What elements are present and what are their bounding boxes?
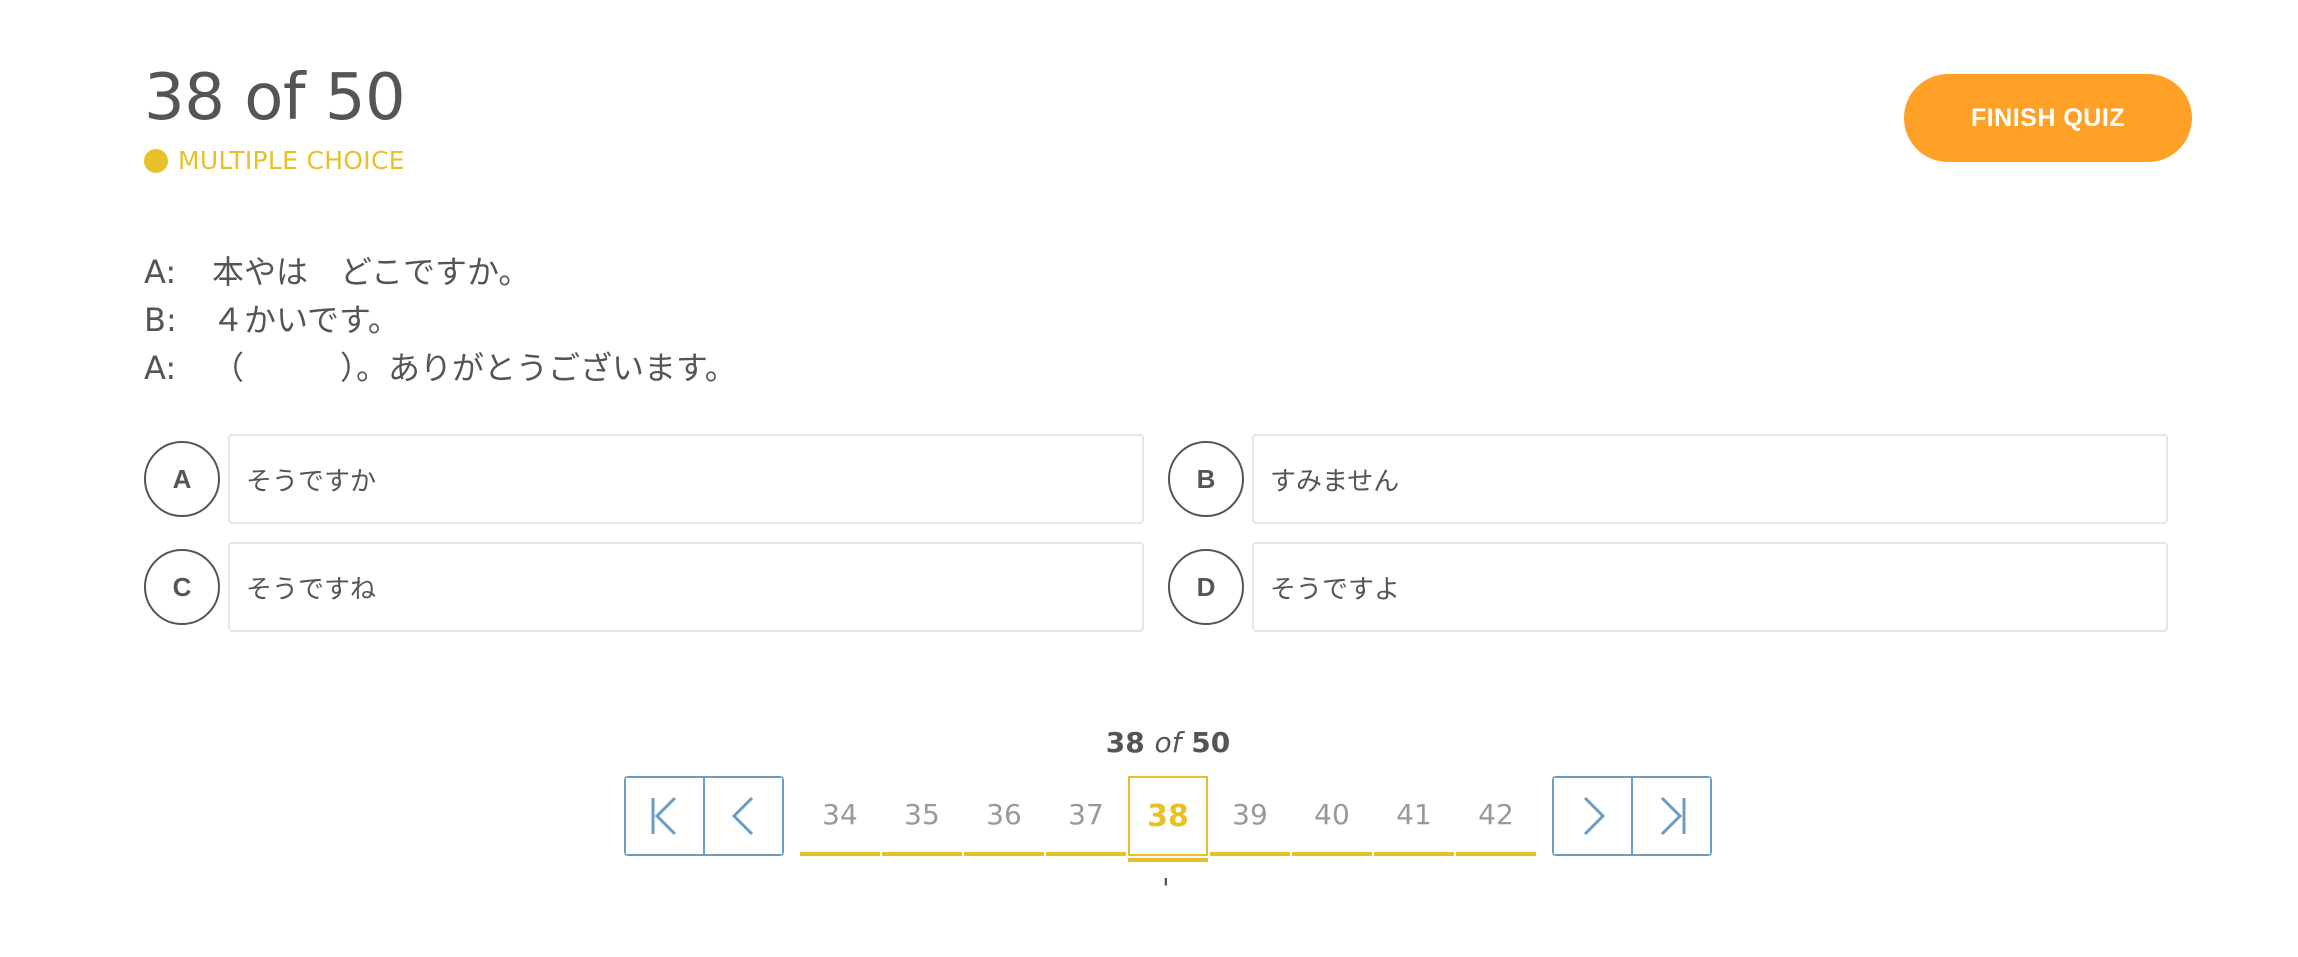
question-line: A: 本やは どこですか。 <box>144 248 737 296</box>
last-page-button[interactable] <box>1631 778 1710 854</box>
page-39[interactable]: 39 <box>1210 776 1290 856</box>
pager-total: 50 <box>1191 726 1231 759</box>
option-b-letter[interactable]: B <box>1168 441 1244 517</box>
first-page-button[interactable] <box>626 778 703 854</box>
page-41[interactable]: 41 <box>1374 776 1454 856</box>
question-type-label: MULTIPLE CHOICE <box>178 146 405 175</box>
chevron-right-icon <box>1583 796 1605 836</box>
option-a-letter[interactable]: A <box>144 441 220 517</box>
page-34[interactable]: 34 <box>800 776 880 856</box>
option-d[interactable]: D そうですよ <box>1168 542 2168 632</box>
first-page-icon <box>651 796 676 836</box>
page-40[interactable]: 40 <box>1292 776 1372 856</box>
option-d-answer[interactable]: そうですよ <box>1252 542 2168 632</box>
current-page-mark: ' <box>1162 872 1170 905</box>
line-text: ４かいです。 <box>212 301 400 339</box>
page-37[interactable]: 37 <box>1046 776 1126 856</box>
option-c-answer[interactable]: そうですね <box>228 542 1144 632</box>
question-type: MULTIPLE CHOICE <box>144 146 405 175</box>
option-a-answer[interactable]: そうですか <box>228 434 1144 524</box>
page-42[interactable]: 42 <box>1456 776 1536 856</box>
speaker-label: B: <box>144 301 177 339</box>
chevron-left-icon <box>731 796 753 836</box>
speaker-label: A: <box>144 253 177 291</box>
question-counter: 38 of 50 <box>144 61 406 135</box>
pager-current: 38 <box>1105 726 1145 759</box>
current-page-indicator <box>1128 858 1208 862</box>
line-text: 本やは どこですか。 <box>212 253 531 291</box>
speaker-label: A: <box>144 349 177 387</box>
finish-quiz-button[interactable]: FINISH QUIZ <box>1904 74 2192 162</box>
page-36[interactable]: 36 <box>964 776 1044 856</box>
pager-of: of <box>1154 726 1182 759</box>
pager-back-group <box>624 776 784 856</box>
option-c-letter[interactable]: C <box>144 549 220 625</box>
pager-status: 38 of 50 <box>1032 726 1304 759</box>
page-35[interactable]: 35 <box>882 776 962 856</box>
last-page-icon <box>1660 796 1685 836</box>
question-type-dot-icon <box>144 148 168 173</box>
previous-page-button[interactable] <box>703 778 782 854</box>
option-b[interactable]: B すみません <box>1168 434 2168 524</box>
page-38-current[interactable]: 38 <box>1128 776 1208 856</box>
option-a[interactable]: A そうですか <box>144 434 1144 524</box>
option-b-answer[interactable]: すみません <box>1252 434 2168 524</box>
option-c[interactable]: C そうですね <box>144 542 1144 632</box>
question-line: A: （ ）。ありがとうございます。 <box>144 344 737 392</box>
line-text: （ ）。ありがとうございます。 <box>212 349 737 387</box>
question-line: B: ４かいです。 <box>144 296 737 344</box>
next-page-button[interactable] <box>1554 778 1631 854</box>
pager-forward-group <box>1552 776 1712 856</box>
question-text: A: 本やは どこですか。 B: ４かいです。 A: （ ）。ありがとうございま… <box>144 248 737 392</box>
option-d-letter[interactable]: D <box>1168 549 1244 625</box>
